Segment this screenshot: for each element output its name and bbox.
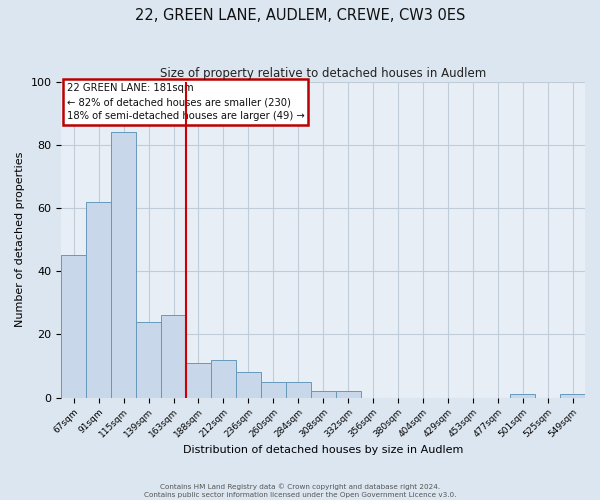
- Text: 22 GREEN LANE: 181sqm
← 82% of detached houses are smaller (230)
18% of semi-det: 22 GREEN LANE: 181sqm ← 82% of detached …: [67, 83, 304, 121]
- X-axis label: Distribution of detached houses by size in Audlem: Distribution of detached houses by size …: [183, 445, 463, 455]
- Bar: [311, 392, 335, 398]
- Bar: [510, 394, 535, 398]
- Y-axis label: Number of detached properties: Number of detached properties: [15, 152, 25, 328]
- Bar: [560, 394, 585, 398]
- Bar: [86, 202, 111, 398]
- Text: 22, GREEN LANE, AUDLEM, CREWE, CW3 0ES: 22, GREEN LANE, AUDLEM, CREWE, CW3 0ES: [135, 8, 465, 22]
- Title: Size of property relative to detached houses in Audlem: Size of property relative to detached ho…: [160, 68, 486, 80]
- Bar: [211, 360, 236, 398]
- Bar: [335, 392, 361, 398]
- Bar: [161, 316, 186, 398]
- Bar: [236, 372, 261, 398]
- Bar: [261, 382, 286, 398]
- Bar: [61, 256, 86, 398]
- Text: Contains HM Land Registry data © Crown copyright and database right 2024.
Contai: Contains HM Land Registry data © Crown c…: [144, 483, 456, 498]
- Bar: [111, 132, 136, 398]
- Bar: [186, 363, 211, 398]
- Bar: [136, 322, 161, 398]
- Bar: [286, 382, 311, 398]
